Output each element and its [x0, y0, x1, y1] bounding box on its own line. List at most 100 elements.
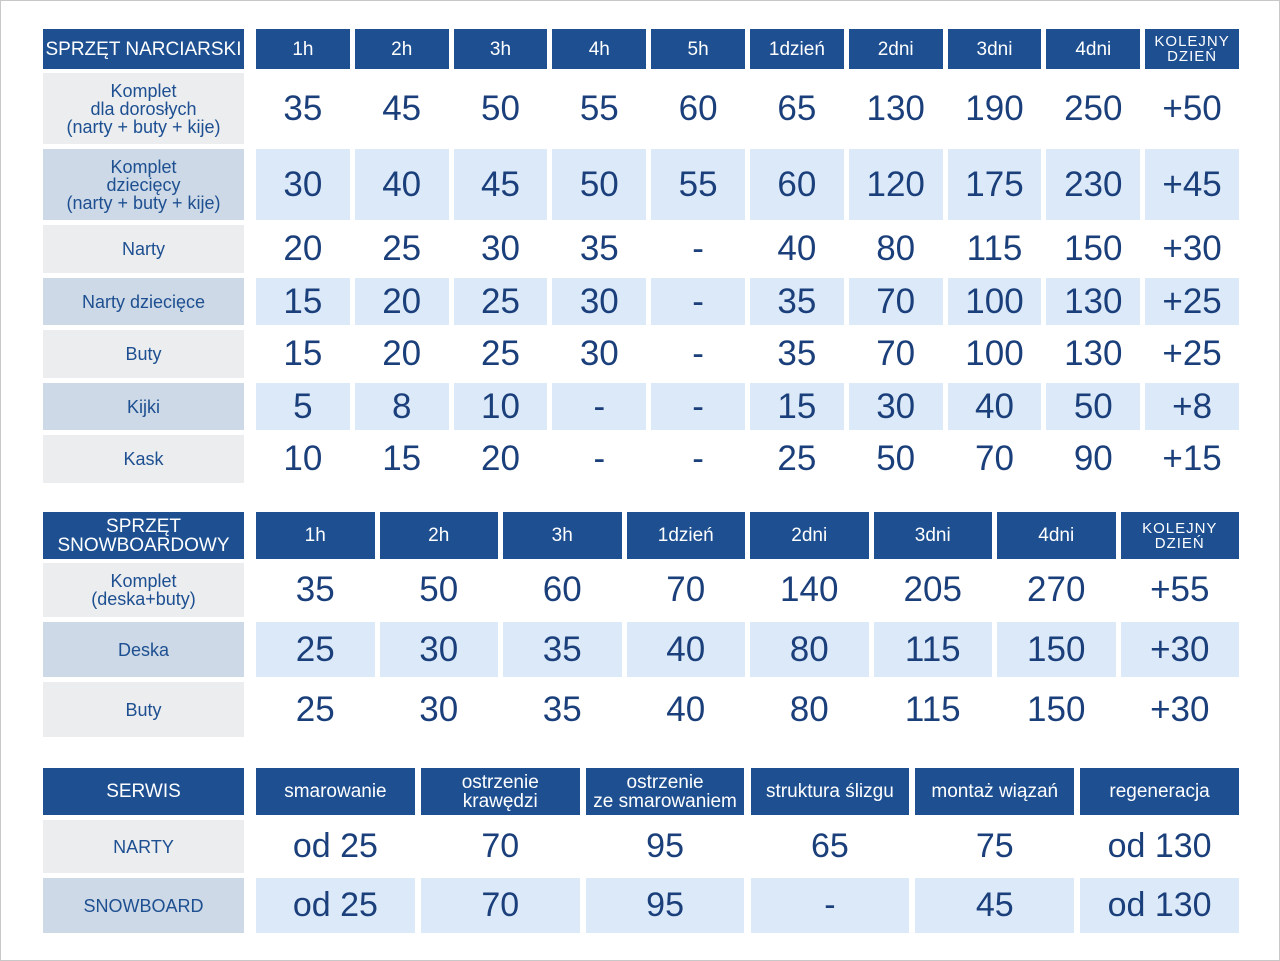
price-cell: -: [651, 330, 745, 378]
price-cell: 40: [354, 149, 449, 220]
price-cell: 100: [947, 330, 1042, 378]
price-cell: 30: [256, 149, 350, 220]
column-header: 3dni: [873, 512, 992, 559]
column-header: 1h: [256, 29, 350, 69]
column-header: struktura ślizgu: [750, 768, 910, 815]
row-label: NARTY: [43, 820, 244, 873]
price-cell: 70: [947, 435, 1042, 483]
price-cell: 120: [848, 149, 943, 220]
price-cell: 25: [453, 330, 548, 378]
price-cell: od 25: [256, 878, 415, 933]
price-cell: 190: [947, 73, 1042, 144]
price-cell: 230: [1046, 149, 1141, 220]
price-cell: 80: [750, 622, 869, 677]
price-cell: +50: [1145, 73, 1239, 144]
price-cell: +30: [1120, 682, 1239, 737]
row-label: Komplet dla dorosłych (narty + buty + ki…: [43, 73, 244, 144]
price-cell: 75: [915, 820, 1075, 873]
price-cell: 50: [552, 149, 647, 220]
price-cell: 30: [379, 682, 498, 737]
price-cell: 40: [750, 225, 844, 273]
price-cell: 270: [997, 563, 1116, 617]
price-cell: 5: [256, 383, 350, 430]
price-cell: 35: [750, 330, 844, 378]
price-cell: 8: [354, 383, 449, 430]
price-cell: 45: [453, 149, 548, 220]
column-header: 1h: [256, 512, 375, 559]
row-label: SNOWBOARD: [43, 878, 244, 933]
column-header: 2dni: [750, 512, 869, 559]
price-cell: 30: [552, 330, 647, 378]
price-cell: 15: [256, 278, 350, 325]
price-cell: +15: [1145, 435, 1239, 483]
column-header: KOLEJNY DZIEŃ: [1120, 512, 1239, 559]
price-cell: 175: [947, 149, 1042, 220]
column-header: 1dzień: [626, 512, 745, 559]
price-cell: +25: [1145, 278, 1239, 325]
price-cell: 115: [947, 225, 1042, 273]
price-cell: 30: [552, 278, 647, 325]
price-cell: 25: [354, 225, 449, 273]
price-cell: -: [651, 225, 745, 273]
column-header: 2h: [354, 29, 449, 69]
row-label: Kask: [43, 435, 244, 483]
price-cell: 150: [1046, 225, 1141, 273]
price-cell: 100: [947, 278, 1042, 325]
price-cell: 15: [256, 330, 350, 378]
price-cell: +8: [1145, 383, 1239, 430]
price-cell: +30: [1120, 622, 1239, 677]
price-cell: +55: [1120, 563, 1239, 617]
price-cell: 70: [420, 878, 580, 933]
price-cell: 130: [848, 73, 943, 144]
row-label: Narty: [43, 225, 244, 273]
price-cell: 130: [1046, 330, 1141, 378]
price-cell: 70: [848, 330, 943, 378]
price-cell: 20: [453, 435, 548, 483]
price-cell: 60: [503, 563, 622, 617]
price-cell: 80: [750, 682, 869, 737]
price-cell: 90: [1046, 435, 1141, 483]
price-cell: 60: [750, 149, 844, 220]
column-header: montaż wiązań: [915, 768, 1075, 815]
price-cell: 95: [585, 820, 745, 873]
column-header: 3h: [453, 29, 548, 69]
price-cell: 140: [750, 563, 869, 617]
price-cell: 55: [552, 73, 647, 144]
price-cell: -: [552, 383, 647, 430]
price-cell: 50: [453, 73, 548, 144]
price-cell: od 130: [1080, 820, 1239, 873]
column-header: 3h: [503, 512, 622, 559]
column-header: 1dzień: [750, 29, 844, 69]
price-cell: 40: [626, 682, 745, 737]
price-cell: 45: [915, 878, 1075, 933]
price-cell: 40: [947, 383, 1042, 430]
price-cell: 25: [256, 622, 375, 677]
price-cell: 25: [256, 682, 375, 737]
price-cell: +45: [1145, 149, 1239, 220]
price-cell: 65: [750, 820, 910, 873]
price-cell: -: [651, 383, 745, 430]
price-cell: 30: [453, 225, 548, 273]
price-cell: +25: [1145, 330, 1239, 378]
price-cell: 25: [750, 435, 844, 483]
price-cell: 150: [997, 622, 1116, 677]
row-label: Narty dziecięce: [43, 278, 244, 325]
price-cell: 35: [256, 73, 350, 144]
price-cell: 60: [651, 73, 745, 144]
price-cell: 10: [453, 383, 548, 430]
price-cell: 35: [503, 622, 622, 677]
price-cell: 50: [1046, 383, 1141, 430]
price-cell: 250: [1046, 73, 1141, 144]
price-cell: 10: [256, 435, 350, 483]
column-header: 4h: [552, 29, 647, 69]
price-cell: od 130: [1080, 878, 1239, 933]
column-header: ostrzenie krawędzi: [420, 768, 580, 815]
price-cell: 35: [552, 225, 647, 273]
row-label: Kijki: [43, 383, 244, 430]
price-cell: -: [651, 435, 745, 483]
column-header: ostrzenie ze smarowaniem: [585, 768, 745, 815]
price-cell: 35: [750, 278, 844, 325]
price-cell: 15: [354, 435, 449, 483]
row-label: Buty: [43, 330, 244, 378]
price-cell: 35: [503, 682, 622, 737]
